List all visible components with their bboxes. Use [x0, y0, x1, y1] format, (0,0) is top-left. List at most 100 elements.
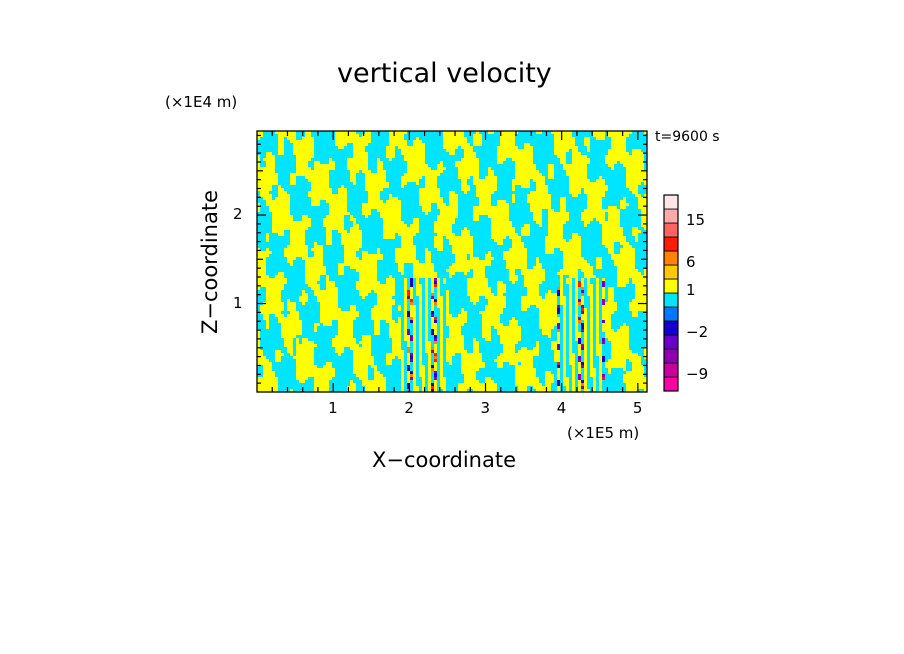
- heatmap-cell: [281, 221, 285, 225]
- heatmap-cell: [515, 200, 519, 204]
- heatmap-cell: [566, 203, 570, 207]
- heatmap-cell: [272, 191, 276, 195]
- heatmap-cell: [416, 191, 420, 195]
- heatmap-cell: [521, 230, 525, 234]
- heatmap-cell: [509, 176, 513, 180]
- heatmap-cell: [455, 230, 459, 234]
- heatmap-cell: [593, 158, 597, 162]
- heatmap-cell: [566, 143, 570, 147]
- heatmap-cell: [560, 215, 564, 219]
- heatmap-cell: [272, 137, 276, 141]
- heatmap-cell: [641, 179, 645, 183]
- heatmap-cell: [272, 224, 276, 228]
- heatmap-cell: [569, 137, 573, 141]
- heatmap-cell: [482, 242, 486, 246]
- heatmap-cell: [590, 173, 594, 177]
- heatmap-cell: [641, 149, 645, 153]
- heatmap-cell: [509, 185, 513, 189]
- heatmap-cell: [350, 230, 354, 234]
- heatmap-cell: [506, 215, 510, 219]
- heatmap-cell: [635, 197, 639, 201]
- heatmap-cell: [494, 179, 498, 183]
- heatmap-cell: [629, 206, 633, 210]
- heatmap-cell: [521, 167, 525, 171]
- heatmap-cell: [503, 194, 507, 198]
- heatmap-cell: [578, 206, 582, 210]
- heatmap-cell: [332, 242, 336, 246]
- heatmap-cell: [338, 188, 342, 192]
- heatmap-cell: [380, 200, 384, 204]
- heatmap-cell: [530, 143, 534, 147]
- heatmap-cell: [452, 224, 456, 228]
- heatmap-cell: [377, 155, 381, 159]
- heatmap-cell: [458, 227, 462, 231]
- heatmap-cell: [569, 212, 573, 216]
- heatmap-cell: [338, 152, 342, 156]
- heatmap-cell: [365, 173, 369, 177]
- heatmap-cell: [374, 245, 378, 249]
- heatmap-cell: [329, 227, 333, 231]
- heatmap-cell: [509, 227, 513, 231]
- heatmap-cell: [641, 197, 645, 201]
- heatmap-cell: [302, 233, 306, 237]
- heatmap-cell: [263, 230, 267, 234]
- heatmap-cell: [266, 218, 270, 222]
- heatmap-cell: [347, 191, 351, 195]
- heatmap-cell: [437, 188, 441, 192]
- heatmap-cell: [536, 143, 540, 147]
- heatmap-cell: [431, 212, 435, 216]
- heatmap-cell: [521, 164, 525, 168]
- heatmap-cell: [596, 191, 600, 195]
- heatmap-cell: [260, 227, 264, 231]
- heatmap-cell: [308, 188, 312, 192]
- heatmap-cell: [320, 224, 324, 228]
- heatmap-cell: [395, 140, 399, 144]
- heatmap-cell: [404, 185, 408, 189]
- heatmap-cell: [308, 230, 312, 234]
- heatmap-cell: [407, 146, 411, 150]
- heatmap-cell: [311, 194, 315, 198]
- heatmap-cell: [443, 146, 447, 150]
- heatmap-cell: [614, 149, 618, 153]
- heatmap-cell: [641, 152, 645, 156]
- heatmap-cell: [596, 197, 600, 201]
- heatmap-cell: [335, 164, 339, 168]
- heatmap-cell: [395, 131, 399, 135]
- heatmap-cell: [410, 134, 414, 138]
- heatmap-cell: [290, 206, 294, 210]
- heatmap-cell: [572, 185, 576, 189]
- heatmap-cell: [572, 155, 576, 159]
- heatmap-cell: [308, 170, 312, 174]
- heatmap-cell: [326, 182, 330, 186]
- heatmap-cell: [491, 212, 495, 216]
- heatmap-cell: [431, 218, 435, 222]
- heatmap-cell: [425, 161, 429, 165]
- heatmap-cell: [416, 242, 420, 246]
- heatmap-cell: [611, 161, 615, 165]
- heatmap-cell: [617, 239, 621, 243]
- heatmap-cell: [611, 227, 615, 231]
- heatmap-cell: [293, 221, 297, 225]
- heatmap-cell: [341, 131, 345, 135]
- heatmap-cell: [326, 155, 330, 159]
- heatmap-cell: [278, 206, 282, 210]
- heatmap-cell: [380, 242, 384, 246]
- heatmap-cell: [422, 137, 426, 141]
- heatmap-cell: [482, 188, 486, 192]
- heatmap-cell: [530, 194, 534, 198]
- heatmap-cell: [620, 200, 624, 204]
- heatmap-cell: [632, 149, 636, 153]
- heatmap-cell: [287, 134, 291, 138]
- heatmap-cell: [431, 200, 435, 204]
- heatmap-cell: [446, 155, 450, 159]
- heatmap-cell: [575, 212, 579, 216]
- heatmap-cell: [494, 161, 498, 165]
- heatmap-cell: [509, 164, 513, 168]
- heatmap-cell: [458, 194, 462, 198]
- heatmap-cell: [281, 227, 285, 231]
- heatmap-cell: [266, 161, 270, 165]
- heatmap-cell: [305, 131, 309, 135]
- heatmap-cell: [422, 173, 426, 177]
- heatmap-cell: [461, 146, 465, 150]
- heatmap-cell: [632, 230, 636, 234]
